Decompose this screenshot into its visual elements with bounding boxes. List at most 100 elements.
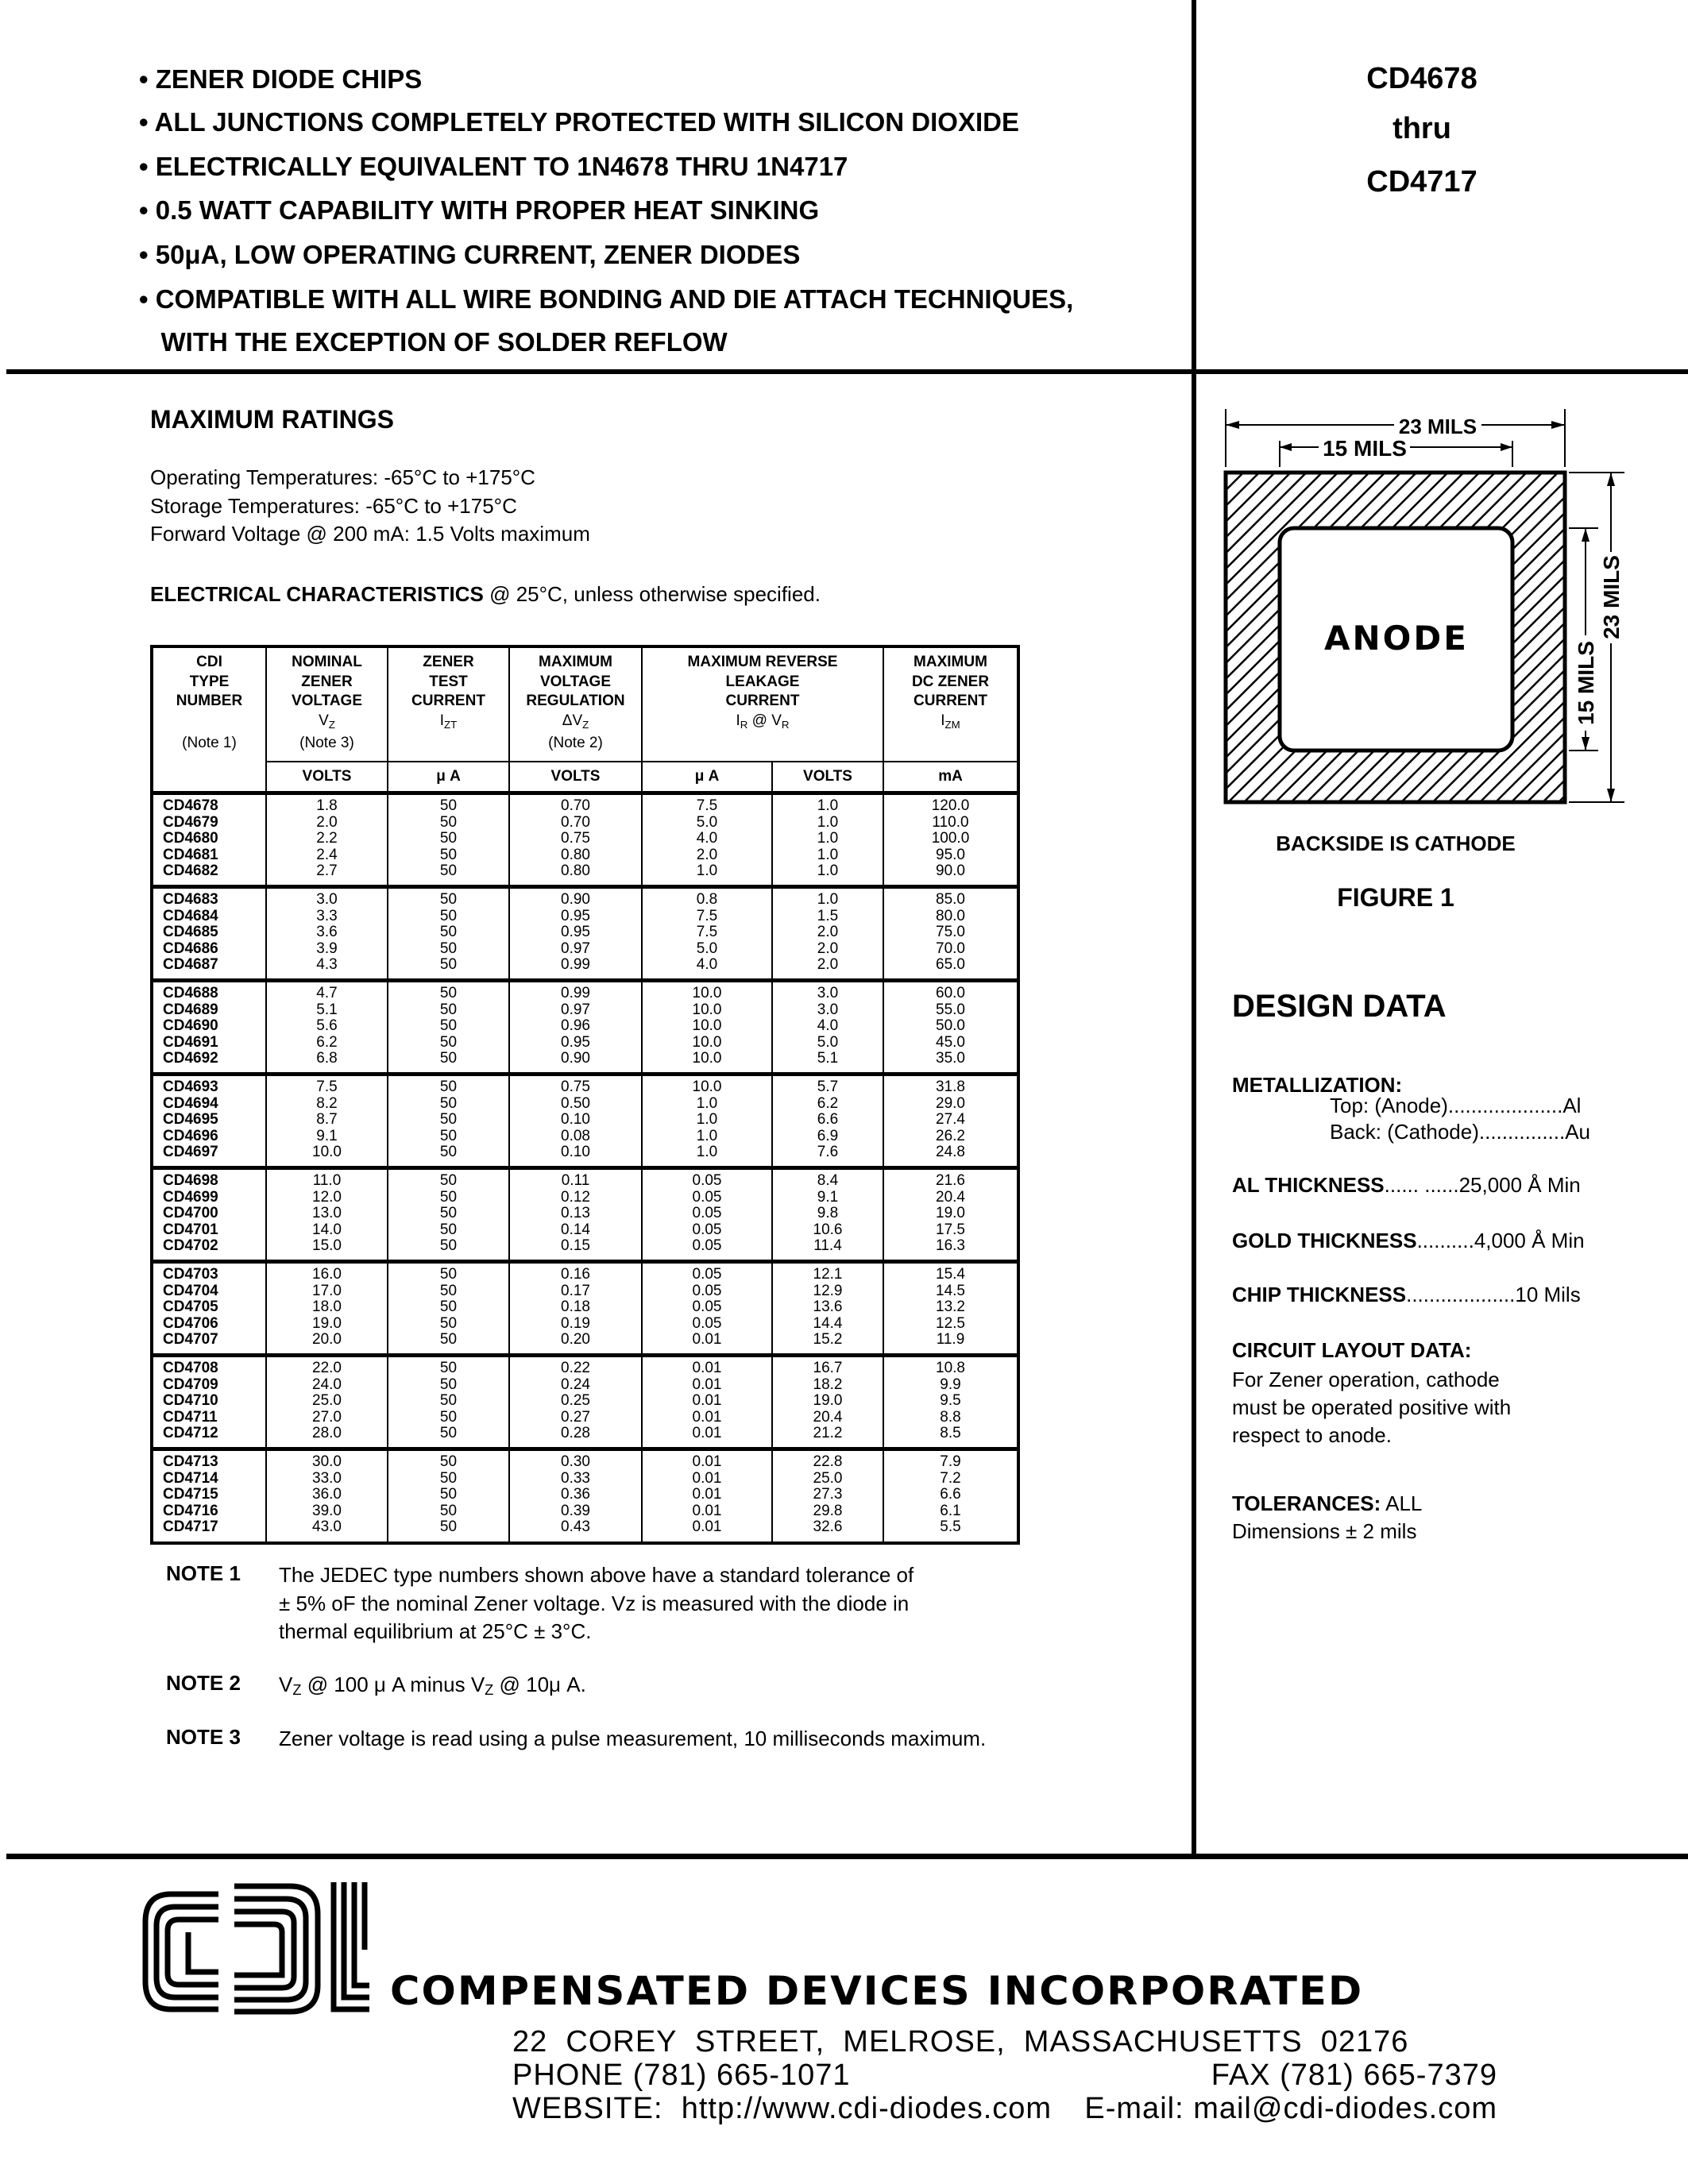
table-cell: 0.96 bbox=[561, 1017, 590, 1035]
max-ratings-title: MAXIMUM RATINGS bbox=[150, 405, 394, 434]
table-cell-column: CD4703 CD4704 CD4705 CD4706 CD4707 bbox=[151, 1260, 267, 1356]
table-cell: 50 bbox=[439, 1502, 458, 1519]
table-cell: 0.01 bbox=[692, 1360, 722, 1376]
feature-item: • ZENER DIODE CHIPS bbox=[139, 64, 423, 94]
table-cell: 100.0 bbox=[931, 830, 970, 847]
type-number: CD4699 bbox=[163, 1188, 218, 1206]
table-cell-column: 0.01 0.01 0.01 0.01 0.01 bbox=[641, 1447, 773, 1543]
table-cell: 10.0 bbox=[692, 1050, 722, 1067]
table-cell-column: 4.7 5.1 5.6 6.2 6.8 bbox=[265, 978, 388, 1075]
table-cell: 7.5 bbox=[696, 907, 718, 924]
company-website[interactable]: WEBSITE: http://www.cdi-diodes.com bbox=[512, 2092, 1053, 2125]
table-cell: 50 bbox=[439, 1188, 458, 1206]
table-cell: 36.0 bbox=[312, 1486, 342, 1503]
table-cell: 0.01 bbox=[692, 1453, 722, 1470]
table-row-group: CD4693 CD4694 CD4695 CD4696 CD4697 7.5 8.2 8.7 9… bbox=[151, 1072, 1019, 1168]
table-cell: 21.6 bbox=[936, 1172, 965, 1189]
type-number: CD4703 bbox=[163, 1266, 218, 1283]
header-line: NOMINAL bbox=[292, 654, 362, 670]
table-cell: 9.8 bbox=[817, 1205, 839, 1222]
table-cell: 4.0 bbox=[817, 1017, 839, 1035]
note-1-text: The JEDEC type numbers shown above have … bbox=[279, 1561, 914, 1646]
table-cell: 50 bbox=[439, 1111, 458, 1129]
table-cell: 5.1 bbox=[817, 1050, 839, 1067]
table-row-group: CD4708 CD4709 CD4710 CD4711 CD4712 22.0 24.0 25… bbox=[151, 1353, 1019, 1449]
type-number: CD4712 bbox=[163, 1425, 218, 1442]
type-number: CD4702 bbox=[163, 1237, 218, 1255]
table-cell: 0.39 bbox=[561, 1502, 590, 1519]
note-sub: Z bbox=[292, 1682, 302, 1698]
circuit-line: must be operated positive with bbox=[1232, 1395, 1512, 1419]
table-cell: 0.22 bbox=[561, 1360, 590, 1376]
header-line: ZENER bbox=[301, 673, 353, 690]
table-cell: 0.08 bbox=[561, 1127, 590, 1144]
tolerances-dimensions: Dimensions ± 2 mils bbox=[1232, 1519, 1417, 1543]
type-number: CD4692 bbox=[163, 1050, 218, 1067]
table-cell: 24.8 bbox=[936, 1144, 965, 1161]
table-cell-column: 0.30 0.33 0.36 0.39 0.43 bbox=[508, 1447, 643, 1543]
tolerances-value: ALL bbox=[1381, 1491, 1423, 1515]
table-cell-column: 0.75 0.50 0.10 0.08 0.10 bbox=[508, 1072, 643, 1168]
table-cell: 0.11 bbox=[561, 1172, 590, 1189]
vertical-divider bbox=[1192, 0, 1196, 1858]
table-cell: 2.0 bbox=[316, 813, 338, 831]
table-cell: 50 bbox=[439, 1360, 458, 1376]
column-header: MAXIMUM VOLTAGE REGULATION ΔVZ (Note 2) bbox=[508, 646, 643, 762]
table-cell: 0.99 bbox=[561, 985, 590, 1001]
table-cell: 13.6 bbox=[813, 1298, 843, 1316]
column-header: NOMINAL ZENER VOLTAGE VZ (Note 3) bbox=[265, 646, 388, 762]
table-cell-column: 8.4 9.1 9.8 10.6 11.4 bbox=[771, 1166, 884, 1262]
header-line: DC ZENER bbox=[911, 673, 990, 690]
table-cell: 1.8 bbox=[316, 797, 338, 814]
rating-line: Forward Voltage @ 200 mA: 1.5 Volts maxi… bbox=[150, 522, 590, 546]
table-cell: 11.0 bbox=[312, 1172, 342, 1189]
header-note: (Note 2) bbox=[548, 734, 603, 751]
header-line: MAXIMUM REVERSE bbox=[687, 654, 838, 670]
header-line: NUMBER bbox=[176, 693, 243, 709]
table-cell: 15.0 bbox=[312, 1237, 342, 1255]
company-email[interactable]: E-mail: mail@cdi-diodes.com bbox=[1084, 2092, 1497, 2125]
table-cell-column: 10.8 9.9 9.5 8.8 8.5 bbox=[883, 1353, 1019, 1449]
header-line: CURRENT bbox=[914, 693, 987, 709]
gold-thickness: GOLD THICKNESS..........4,000 Å Min bbox=[1232, 1229, 1585, 1253]
table-cell: 4.0 bbox=[696, 830, 718, 847]
table-cell: 55.0 bbox=[936, 1001, 965, 1018]
dim-label-outer-right: 23 MILS bbox=[1599, 555, 1624, 639]
table-cell-column: 50 50 50 50 50 bbox=[387, 791, 510, 887]
header-line: CURRENT bbox=[725, 693, 800, 709]
table-cell: 14.5 bbox=[936, 1282, 965, 1299]
dim-label-inner-right: 15 MILS bbox=[1574, 641, 1598, 725]
table-cell: 6.2 bbox=[316, 1033, 338, 1051]
table-cell: 50 bbox=[439, 1266, 458, 1283]
table-cell: 0.95 bbox=[561, 924, 590, 941]
table-cell-column: 15.4 14.5 13.2 12.5 11.9 bbox=[883, 1260, 1019, 1356]
symbol-sub: R bbox=[740, 718, 748, 731]
header-divider bbox=[6, 369, 1688, 374]
table-cell: 1.0 bbox=[696, 1127, 718, 1144]
table-cell-column: 50 50 50 50 50 bbox=[387, 1072, 510, 1168]
table-cell: 50 bbox=[439, 1331, 458, 1349]
note-line: The JEDEC type numbers shown above have … bbox=[279, 1563, 914, 1587]
arrow-icon bbox=[1582, 528, 1590, 542]
type-number: CD4678 bbox=[163, 797, 218, 814]
circuit-layout-text: For Zener operation, cathode must be ope… bbox=[1232, 1366, 1511, 1449]
table-cell: 50 bbox=[439, 1518, 458, 1536]
table-cell: 2.0 bbox=[696, 846, 718, 863]
note-part: @ 100 μ A minus V bbox=[301, 1673, 485, 1696]
type-number: CD4694 bbox=[163, 1094, 218, 1112]
gold-thickness-label: GOLD THICKNESS bbox=[1232, 1229, 1417, 1252]
table-cell: 0.13 bbox=[561, 1205, 590, 1222]
table-cell: 2.4 bbox=[316, 846, 338, 863]
table-cell: 1.0 bbox=[817, 846, 839, 863]
table-cell: 50 bbox=[439, 956, 458, 974]
type-number: CD4690 bbox=[163, 1017, 218, 1035]
table-units-row: VOLTS μ A VOLTS μ A VOLTS mA bbox=[151, 761, 1019, 793]
table-cell: 50 bbox=[439, 1237, 458, 1255]
chip-thickness-label: CHIP THICKNESS bbox=[1232, 1283, 1407, 1306]
table-cell-column: 0.90 0.95 0.95 0.97 0.99 bbox=[508, 885, 643, 981]
table-cell-column: 0.01 0.01 0.01 0.01 0.01 bbox=[641, 1353, 773, 1449]
type-number: CD4695 bbox=[163, 1111, 218, 1129]
table-cell: 50 bbox=[439, 891, 458, 908]
table-cell: 17.0 bbox=[312, 1282, 342, 1299]
electrical-characteristics-table: CDI TYPE NUMBER (Note 1) NOMINAL ZENER VOLTAGE… bbox=[150, 645, 1020, 1545]
